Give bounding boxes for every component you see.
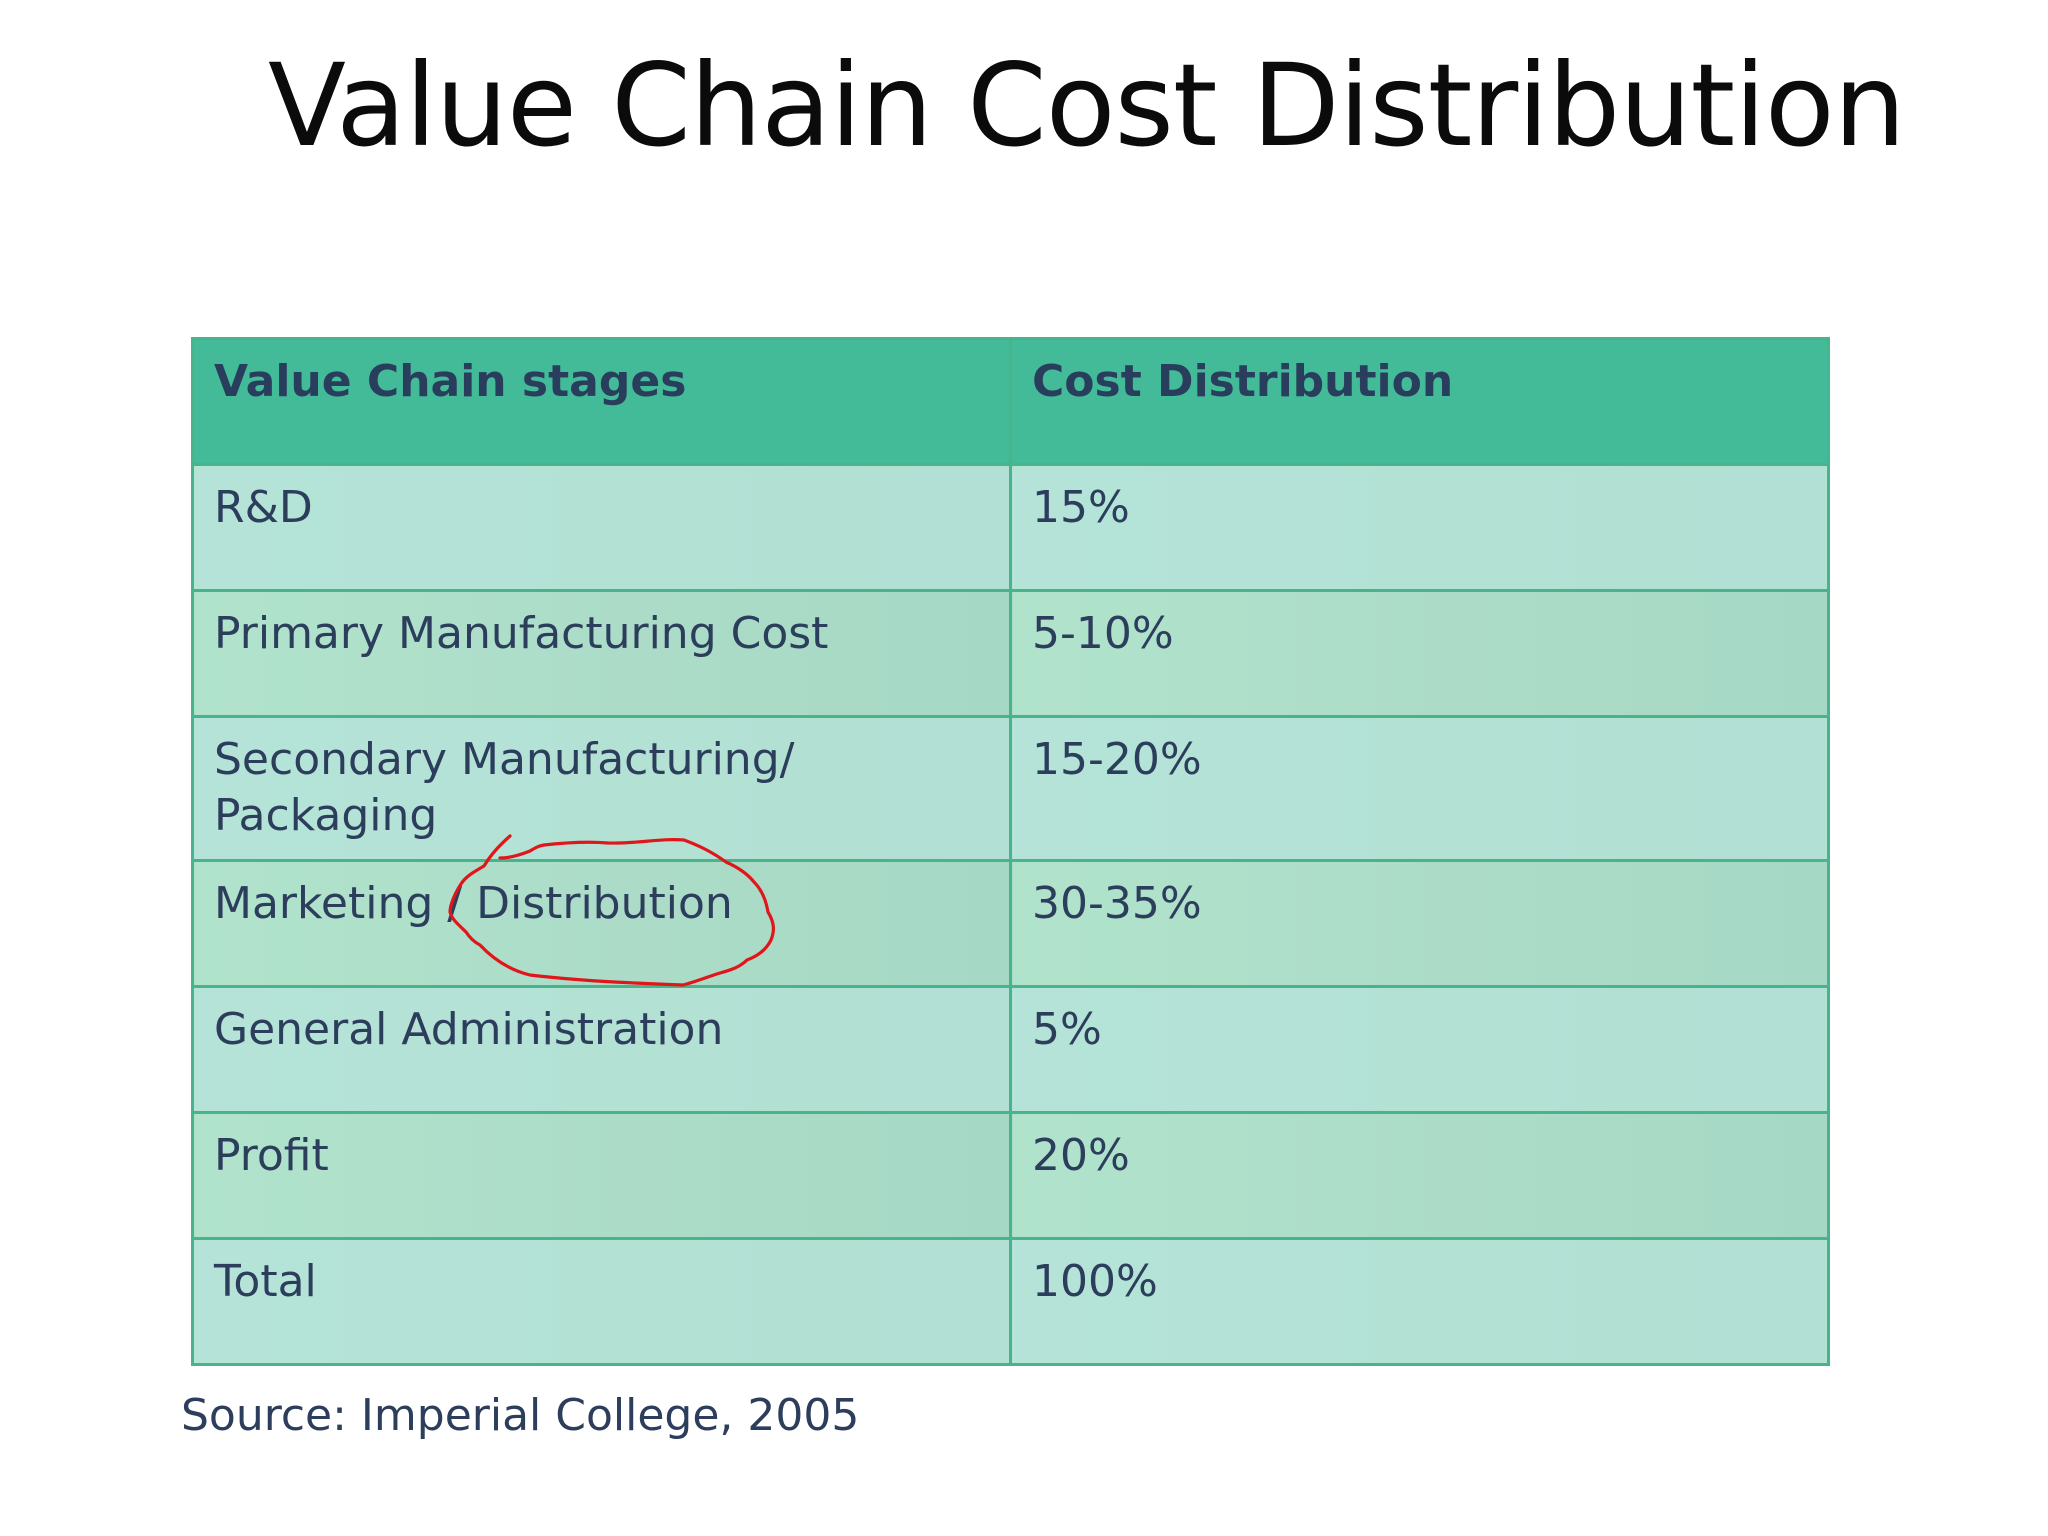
header-stage: Value Chain stages <box>191 337 1012 466</box>
stage-cell: R&D <box>191 463 1012 592</box>
table-row: Primary Manufacturing Cost 5-10% <box>191 589 1830 718</box>
table-row: Profit 20% <box>191 1111 1830 1240</box>
stage-cell: Profit <box>191 1111 1012 1240</box>
cost-cell: 30-35% <box>1009 859 1830 988</box>
stage-cell: General Administration <box>191 985 1012 1114</box>
cost-cell: 5-10% <box>1009 589 1830 718</box>
table-row: Total 100% <box>191 1237 1830 1366</box>
table-row: General Administration 5% <box>191 985 1830 1114</box>
table-row: Secondary Manufacturing/ Packaging 15-20… <box>191 715 1830 862</box>
table-row: R&D 15% <box>191 463 1830 592</box>
cost-cell: 5% <box>1009 985 1830 1114</box>
source-note: Source: Imperial College, 2005 <box>181 1390 860 1441</box>
stage-cell: Primary Manufacturing Cost <box>191 589 1012 718</box>
cost-cell: 100% <box>1009 1237 1830 1366</box>
cost-table-container: Value Chain stages Cost Distribution R&D… <box>191 337 1830 1366</box>
header-cost: Cost Distribution <box>1009 337 1830 466</box>
table-header-row: Value Chain stages Cost Distribution <box>191 337 1830 466</box>
cost-cell: 15-20% <box>1009 715 1830 862</box>
cost-cell: 20% <box>1009 1111 1830 1240</box>
slide-title: Value Chain Cost Distribution <box>268 39 1906 172</box>
cost-distribution-table: Value Chain stages Cost Distribution R&D… <box>191 337 1830 1366</box>
cost-cell: 15% <box>1009 463 1830 592</box>
stage-cell: Secondary Manufacturing/ Packaging <box>191 715 1012 862</box>
stage-cell: Total <box>191 1237 1012 1366</box>
stage-cell: Marketing / Distribution <box>191 859 1012 988</box>
table-row: Marketing / Distribution 30-35% <box>191 859 1830 988</box>
